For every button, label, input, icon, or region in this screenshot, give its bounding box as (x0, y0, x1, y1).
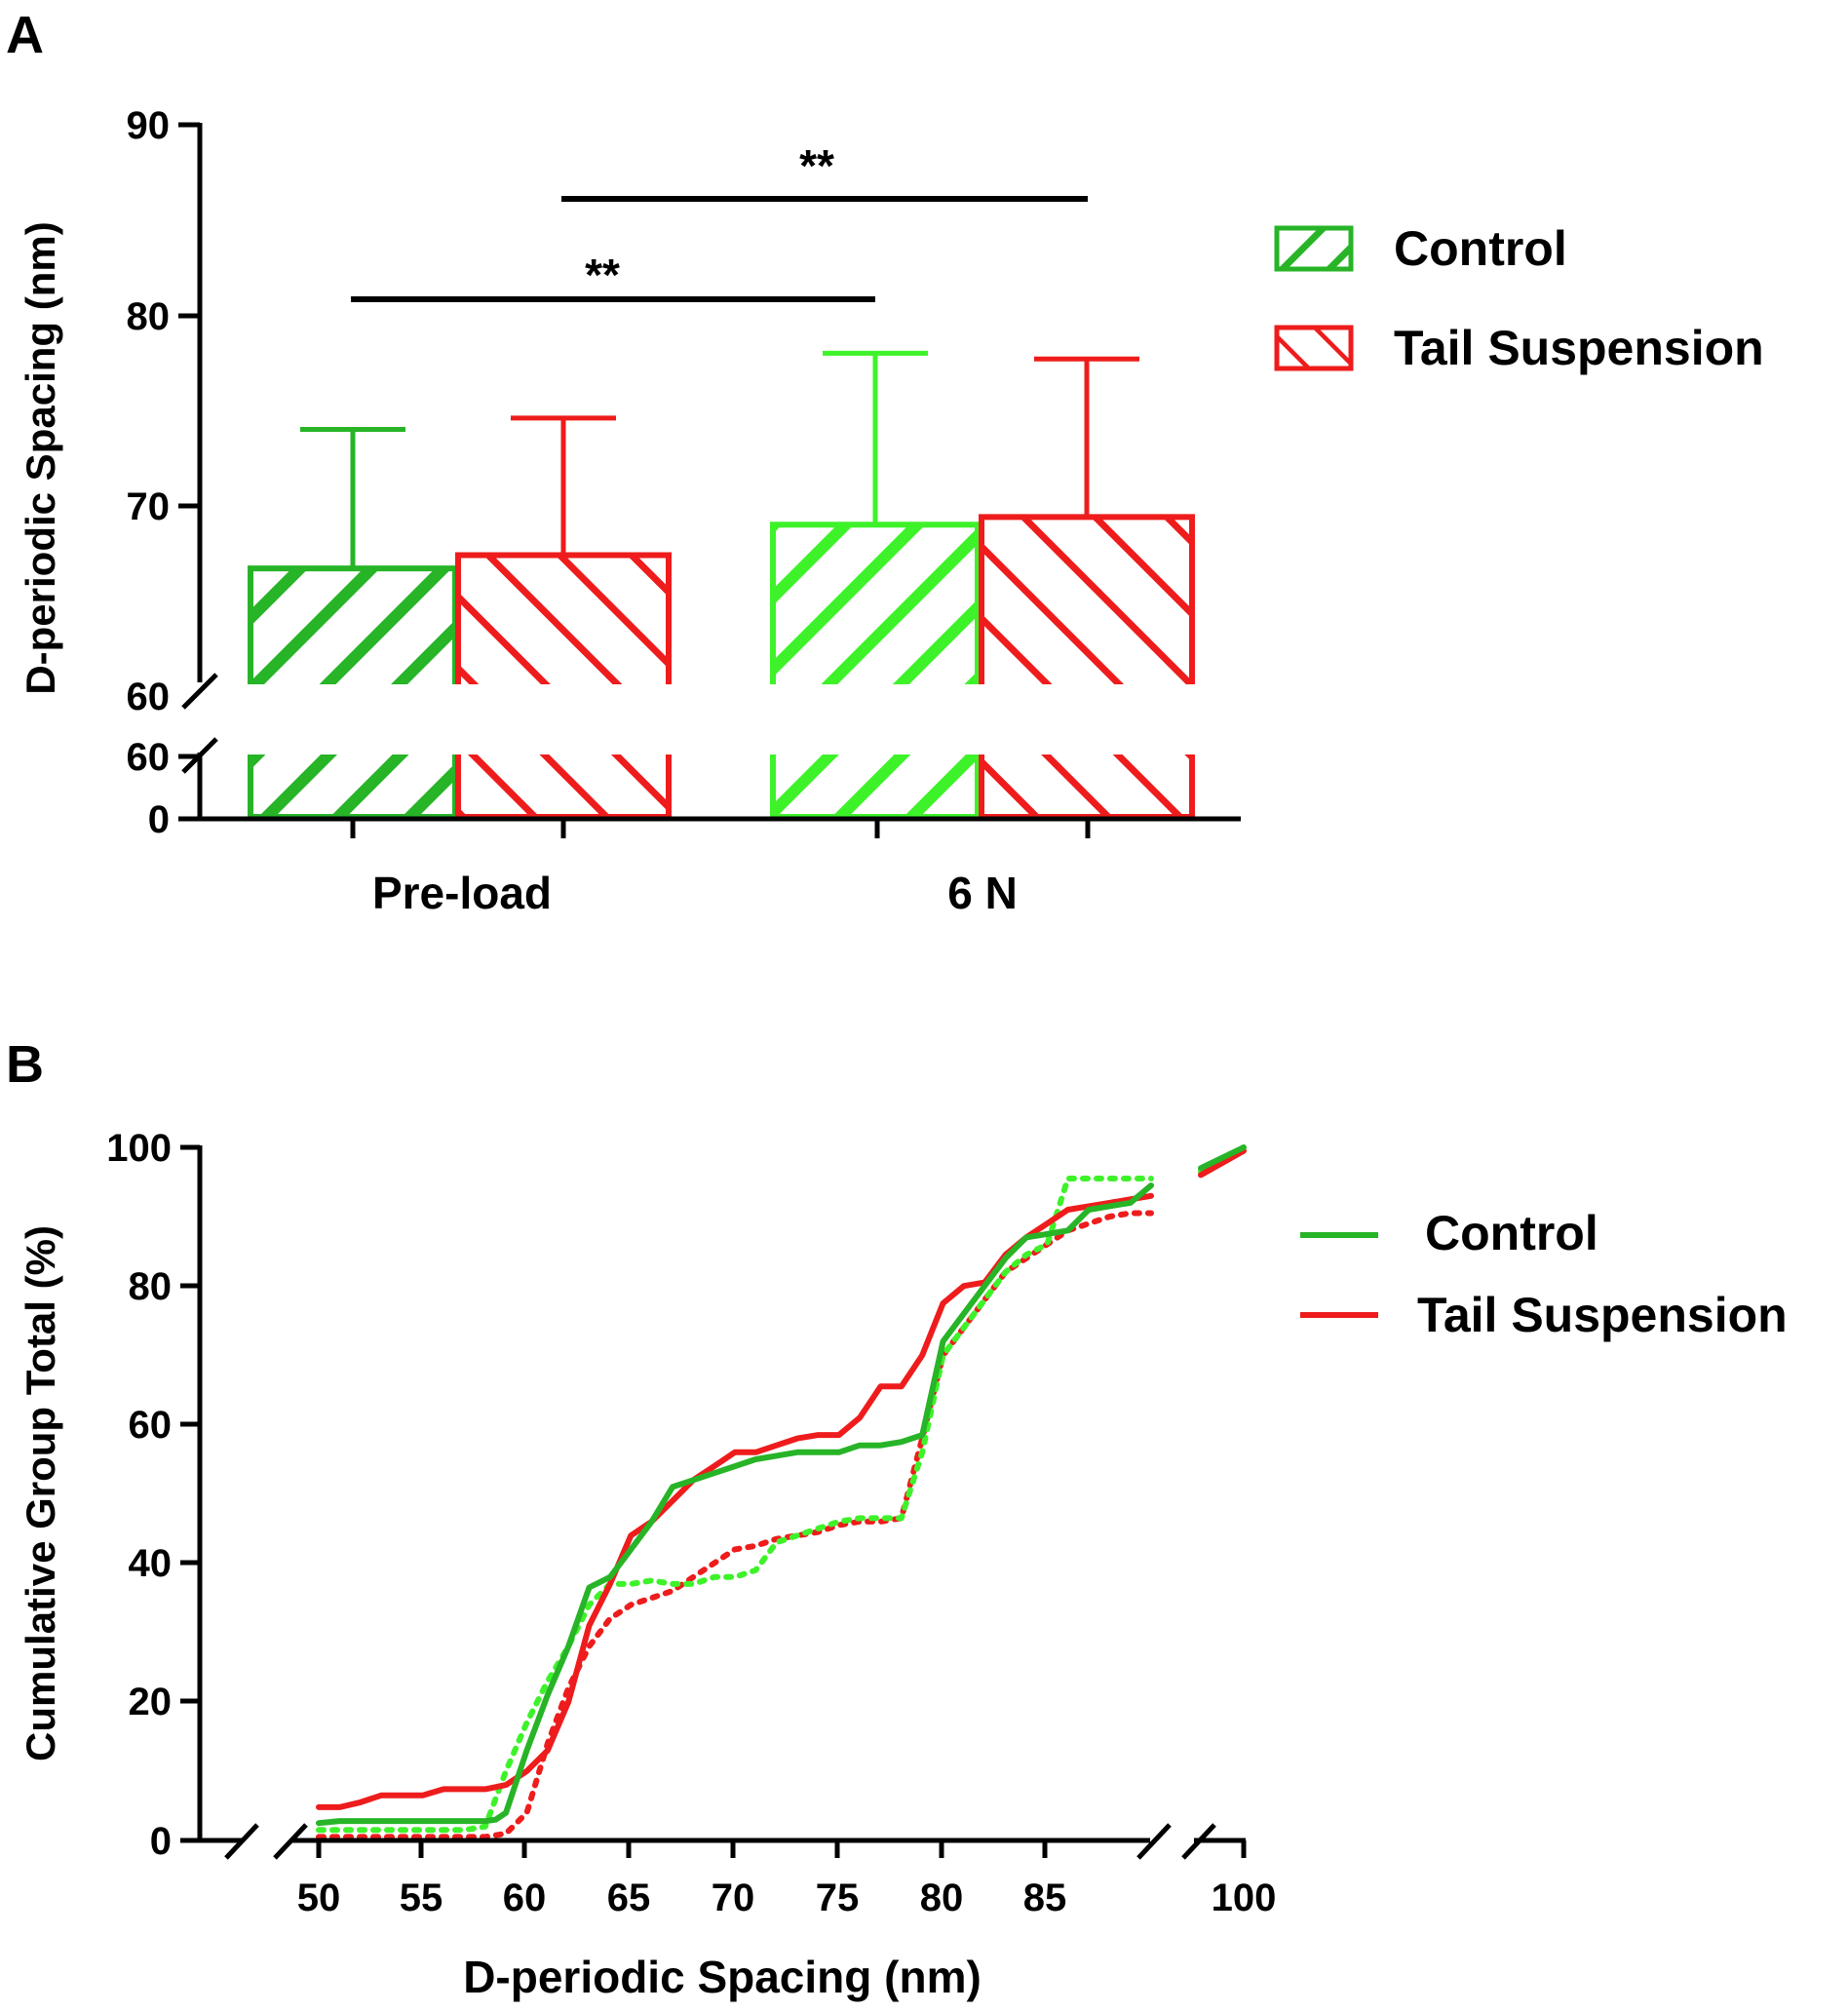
x-tick-label: 60 (503, 1877, 547, 1919)
legend-item-tail-suspension: Tail Suspension (1274, 321, 1764, 375)
lines-group (316, 1144, 1247, 1840)
bar-upper-fill-tail-suspension-pre-load (458, 555, 669, 684)
x-tick-label: 50 (297, 1877, 341, 1919)
panel-b-line-chart: B Cumulative Group Total (%) 100 80 60 4… (6, 1035, 1788, 2002)
bar-upper-fill-control-6-n (773, 524, 978, 684)
panel-b-x-axis-label: D-periodic Spacing (nm) (463, 1952, 982, 2002)
y-tick-label: 80 (129, 1265, 173, 1308)
x-tick-label: 85 (1023, 1877, 1067, 1919)
series-line-tail-suspension-dotted (316, 1210, 1154, 1840)
legend-swatch-tail-suspension (1274, 325, 1354, 371)
y-tick-label: 60 (129, 1404, 173, 1447)
y-tick-label: 80 (127, 295, 171, 338)
x-category-label: Pre-load (372, 868, 552, 918)
x-ticks (316, 1840, 1247, 1858)
series-line-tail-suspension (316, 1192, 1154, 1810)
series-line-after-break-tail-suspension (1198, 1147, 1247, 1179)
panel-b-y-axis-label: Cumulative Group Total (%) (18, 1225, 63, 1761)
series-line-after-break-control (1198, 1144, 1247, 1172)
x-tick-label: 75 (816, 1877, 860, 1919)
axis-break-mark (224, 1823, 259, 1860)
bar-upper-outline-tail-suspension-6-n (979, 514, 1195, 684)
bar-upper-fill-tail-suspension-6-n (982, 517, 1192, 684)
y-tick-label: 70 (127, 485, 171, 528)
legend-item-tail-suspension: Tail Suspension (1300, 1288, 1788, 1342)
y-tick-label: 100 (106, 1127, 172, 1170)
y-tick-label: 60 (127, 736, 171, 779)
axis-break-mark (1136, 1823, 1172, 1860)
panel-b-label: B (6, 1035, 44, 1094)
bar-lower-fill-tail-suspension-6-n (982, 754, 1192, 817)
series-line-control-dotted (316, 1176, 1154, 1834)
bar-lower-fill-control-6-n (773, 754, 978, 817)
axis-break-mark (181, 673, 218, 710)
legend-label-tail-suspension: Tail Suspension (1394, 321, 1764, 375)
y-tick-label: 20 (129, 1681, 173, 1723)
bar-upper-fill-control-pre-load (250, 568, 455, 684)
bars-group (248, 350, 1195, 820)
legend-label-control: Control (1425, 1206, 1598, 1260)
y-tick-label: 60 (127, 676, 171, 718)
x-tick-label: 80 (920, 1877, 964, 1919)
y-tick-label: 90 (127, 104, 171, 147)
bar-upper-outline-control-6-n (770, 522, 981, 684)
x-tick-label: 70 (712, 1877, 755, 1919)
y-tick-label: 40 (129, 1542, 173, 1585)
panel-a-label: A (6, 6, 44, 64)
x-tick-label: 100 (1212, 1877, 1277, 1919)
legend: Control Tail Suspension (1300, 1206, 1788, 1342)
legend-label-control: Control (1394, 221, 1567, 276)
y-tick-label: 0 (148, 798, 170, 841)
x-tick-label: 55 (400, 1877, 443, 1919)
legend-swatch-control (1274, 225, 1354, 272)
series-line-control (316, 1182, 1154, 1827)
x-tick-label: 65 (607, 1877, 651, 1919)
legend-item-control: Control (1274, 221, 1567, 276)
bar-lower-fill-tail-suspension-pre-load (458, 754, 669, 817)
x-category-label: 6 N (947, 868, 1018, 918)
legend: Control Tail Suspension (1274, 221, 1764, 375)
axis-break-mark (273, 1823, 308, 1860)
legend-item-control: Control (1300, 1206, 1598, 1260)
y-tick-label: 0 (150, 1820, 172, 1863)
panel-a-bar-chart: A D-periodic Spacing (nm) 90 80 70 60 60… (6, 6, 1764, 918)
bar-upper-outline-tail-suspension-pre-load (455, 552, 672, 684)
significance-label: ** (585, 250, 620, 300)
legend-label-tail-suspension: Tail Suspension (1417, 1288, 1788, 1342)
panel-a-y-axis-label: D-periodic Spacing (nm) (18, 221, 63, 694)
significance-label: ** (799, 140, 834, 191)
axis-break-mark (1181, 1823, 1216, 1860)
bar-lower-fill-control-pre-load (250, 754, 455, 817)
